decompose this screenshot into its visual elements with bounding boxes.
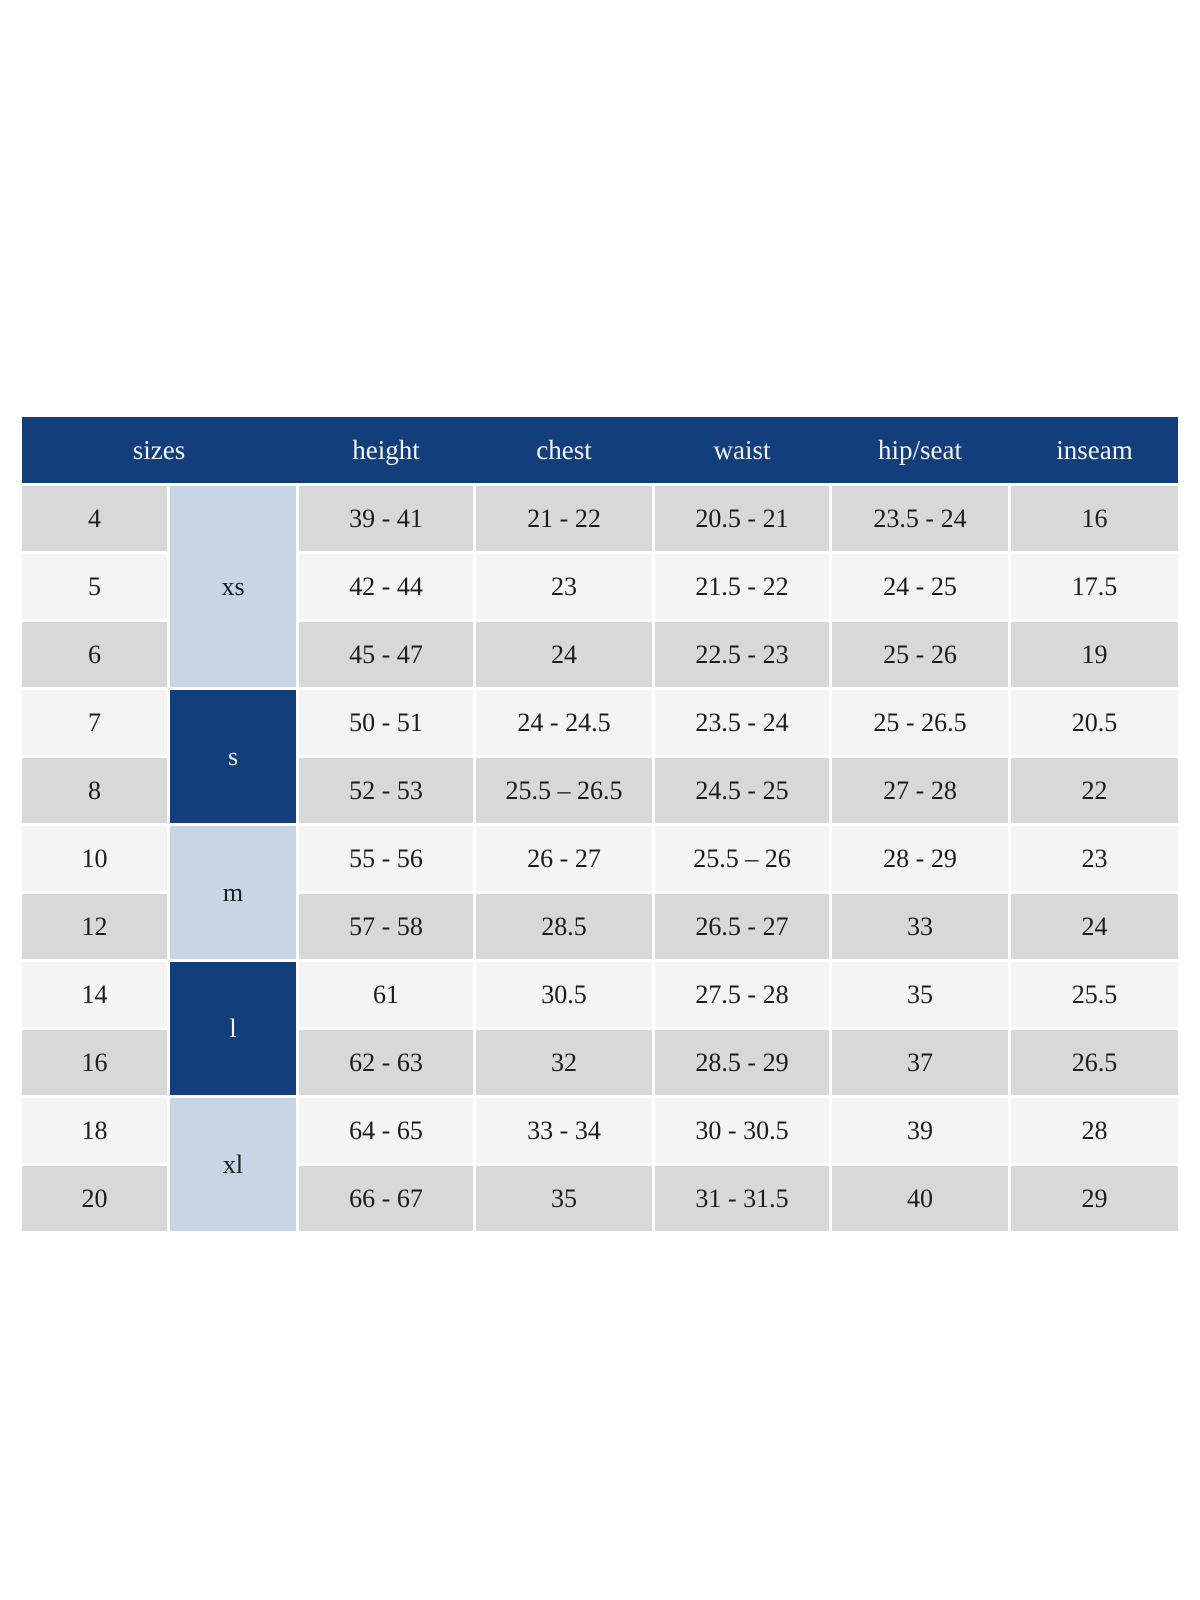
chest-cell: 26 - 27 <box>476 826 652 891</box>
height-cell: 52 - 53 <box>299 758 473 823</box>
size-cell: 18 <box>22 1098 167 1163</box>
column-header-hip-seat: hip/seat <box>878 434 962 465</box>
chest-cell: 24 <box>476 622 652 687</box>
inseam-cell: 28 <box>1011 1098 1178 1163</box>
chest-cell: 28.5 <box>476 894 652 959</box>
inseam-cell: 25.5 <box>1011 962 1178 1027</box>
chest-cell: 21 - 22 <box>476 486 652 551</box>
chest-cell: 23 <box>476 554 652 619</box>
hip-seat-cell: 40 <box>832 1166 1008 1231</box>
height-cell: 57 - 58 <box>299 894 473 959</box>
height-cell: 39 - 41 <box>299 486 473 551</box>
group-cell-xs: xs <box>170 486 296 687</box>
column-header-height: height <box>352 434 420 465</box>
height-cell: 66 - 67 <box>299 1166 473 1231</box>
height-cell: 42 - 44 <box>299 554 473 619</box>
height-cell: 61 <box>299 962 473 1027</box>
size-chart-table: sizes height chest waist hip/seat inseam… <box>22 417 1178 1231</box>
size-cell: 12 <box>22 894 167 959</box>
height-cell: 62 - 63 <box>299 1030 473 1095</box>
hip-seat-cell: 27 - 28 <box>832 758 1008 823</box>
chest-cell: 33 - 34 <box>476 1098 652 1163</box>
column-header-sizes: sizes <box>132 434 186 465</box>
chest-cell: 30.5 <box>476 962 652 1027</box>
waist-cell: 27.5 - 28 <box>655 962 829 1027</box>
waist-cell: 31 - 31.5 <box>655 1166 829 1231</box>
hip-seat-cell: 33 <box>832 894 1008 959</box>
size-cell: 8 <box>22 758 167 823</box>
chest-cell: 25.5 – 26.5 <box>476 758 652 823</box>
inseam-cell: 22 <box>1011 758 1178 823</box>
inseam-cell: 20.5 <box>1011 690 1178 755</box>
inseam-cell: 17.5 <box>1011 554 1178 619</box>
size-cell: 4 <box>22 486 167 551</box>
waist-cell: 24.5 - 25 <box>655 758 829 823</box>
height-cell: 55 - 56 <box>299 826 473 891</box>
hip-seat-cell: 23.5 - 24 <box>832 486 1008 551</box>
chest-cell: 24 - 24.5 <box>476 690 652 755</box>
size-cell: 7 <box>22 690 167 755</box>
waist-cell: 22.5 - 23 <box>655 622 829 687</box>
group-cell-xl: xl <box>170 1098 296 1231</box>
hip-seat-cell: 39 <box>832 1098 1008 1163</box>
column-header-inseam: inseam <box>1056 434 1133 465</box>
hip-seat-cell: 35 <box>832 962 1008 1027</box>
size-cell: 20 <box>22 1166 167 1231</box>
height-cell: 64 - 65 <box>299 1098 473 1163</box>
column-header-waist: waist <box>713 434 771 465</box>
group-cell-m: m <box>170 826 296 959</box>
group-cell-s: s <box>170 690 296 823</box>
hip-seat-cell: 25 - 26 <box>832 622 1008 687</box>
waist-cell: 21.5 - 22 <box>655 554 829 619</box>
inseam-cell: 29 <box>1011 1166 1178 1231</box>
chest-cell: 35 <box>476 1166 652 1231</box>
size-cell: 5 <box>22 554 167 619</box>
inseam-cell: 23 <box>1011 826 1178 891</box>
height-cell: 50 - 51 <box>299 690 473 755</box>
size-cell: 10 <box>22 826 167 891</box>
inseam-cell: 19 <box>1011 622 1178 687</box>
inseam-cell: 26.5 <box>1011 1030 1178 1095</box>
size-cell: 14 <box>22 962 167 1027</box>
waist-cell: 20.5 - 21 <box>655 486 829 551</box>
hip-seat-cell: 25 - 26.5 <box>832 690 1008 755</box>
group-cell-l: l <box>170 962 296 1095</box>
hip-seat-cell: 24 - 25 <box>832 554 1008 619</box>
inseam-cell: 16 <box>1011 486 1178 551</box>
table-header-row: sizes height chest waist hip/seat inseam <box>22 417 1178 483</box>
hip-seat-cell: 28 - 29 <box>832 826 1008 891</box>
size-cell: 16 <box>22 1030 167 1095</box>
waist-cell: 26.5 - 27 <box>655 894 829 959</box>
column-header-chest: chest <box>536 434 592 465</box>
waist-cell: 23.5 - 24 <box>655 690 829 755</box>
waist-cell: 28.5 - 29 <box>655 1030 829 1095</box>
height-cell: 45 - 47 <box>299 622 473 687</box>
size-cell: 6 <box>22 622 167 687</box>
waist-cell: 25.5 – 26 <box>655 826 829 891</box>
chest-cell: 32 <box>476 1030 652 1095</box>
inseam-cell: 24 <box>1011 894 1178 959</box>
hip-seat-cell: 37 <box>832 1030 1008 1095</box>
waist-cell: 30 - 30.5 <box>655 1098 829 1163</box>
